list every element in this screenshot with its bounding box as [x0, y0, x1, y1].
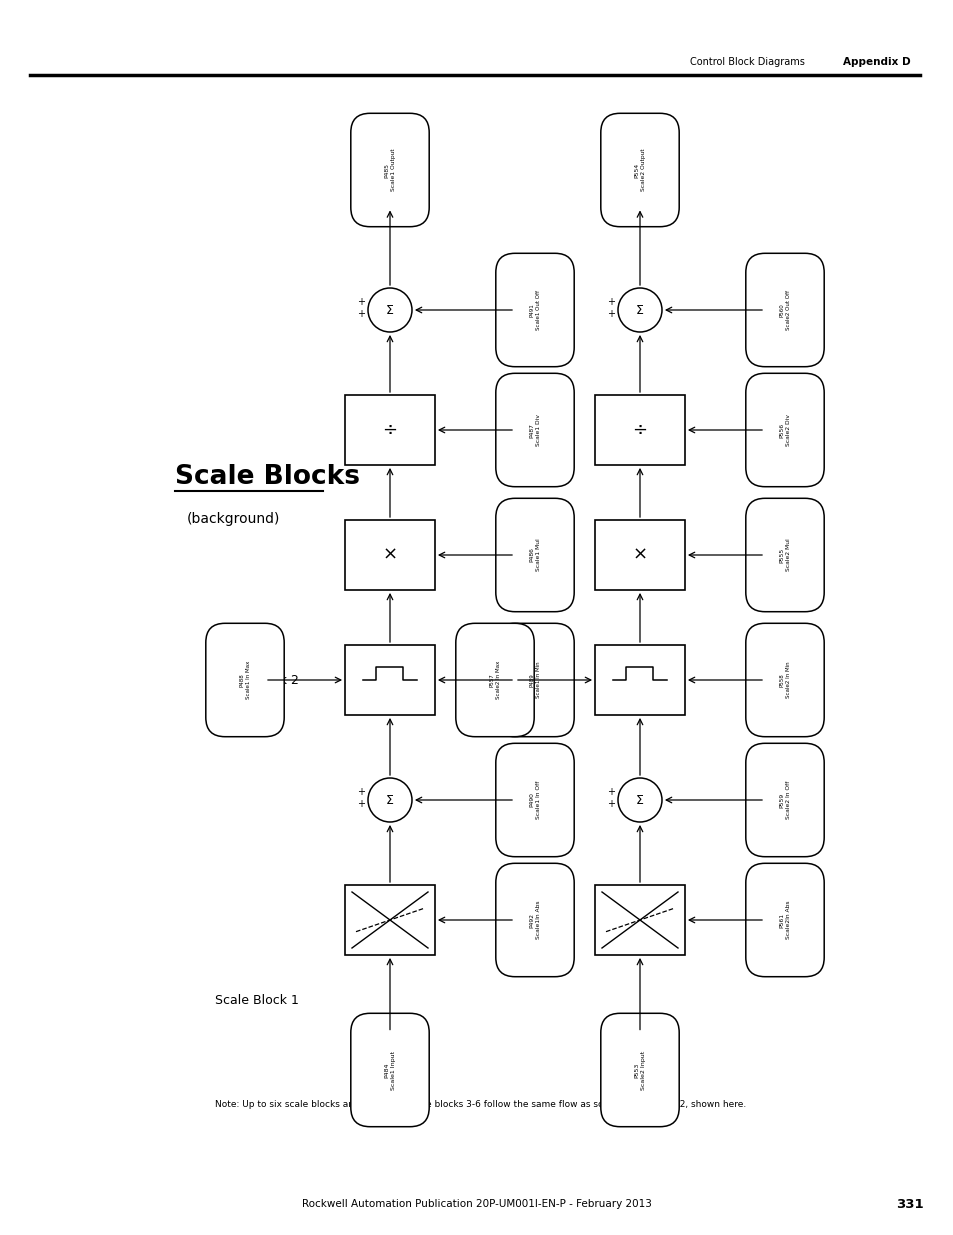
Text: ×: ×	[382, 546, 397, 564]
FancyBboxPatch shape	[745, 253, 823, 367]
Bar	[345, 520, 435, 590]
Text: +: +	[606, 296, 615, 308]
Text: +: +	[356, 787, 365, 797]
Text: P556
Scale2 Div: P556 Scale2 Div	[779, 414, 790, 446]
Text: P486
Scale1 Mul: P486 Scale1 Mul	[529, 538, 540, 572]
Text: P554
Scale2 Output: P554 Scale2 Output	[634, 148, 645, 191]
Text: +: +	[606, 799, 615, 809]
FancyBboxPatch shape	[496, 373, 574, 487]
Text: ÷: ÷	[382, 421, 397, 438]
Text: +: +	[606, 787, 615, 797]
FancyBboxPatch shape	[600, 1013, 679, 1126]
Bar	[595, 645, 684, 715]
FancyBboxPatch shape	[745, 624, 823, 737]
Text: ×: ×	[632, 546, 647, 564]
Text: P491
Scale1 Out Off: P491 Scale1 Out Off	[529, 290, 540, 330]
Text: P490
Scale1 In Off: P490 Scale1 In Off	[529, 781, 540, 819]
FancyBboxPatch shape	[745, 498, 823, 611]
Text: +: +	[356, 309, 365, 319]
Text: P555
Scale2 Mul: P555 Scale2 Mul	[779, 538, 790, 572]
FancyBboxPatch shape	[496, 863, 574, 977]
Text: Scale Blocks: Scale Blocks	[174, 464, 359, 490]
FancyBboxPatch shape	[745, 863, 823, 977]
FancyBboxPatch shape	[351, 1013, 429, 1126]
Text: +: +	[606, 309, 615, 319]
Text: P488
Scale1 In Max: P488 Scale1 In Max	[239, 661, 251, 699]
Text: +: +	[356, 799, 365, 809]
Text: Σ: Σ	[636, 794, 643, 806]
Text: ÷: ÷	[632, 421, 647, 438]
Text: P485
Scale1 Output: P485 Scale1 Output	[384, 148, 395, 191]
Text: Σ: Σ	[636, 304, 643, 316]
FancyBboxPatch shape	[745, 743, 823, 857]
FancyBboxPatch shape	[351, 114, 429, 227]
Text: Note: Up to six scale blocks are available. Scale blocks 3-6 follow the same flo: Note: Up to six scale blocks are availab…	[214, 1100, 745, 1109]
Text: P487
Scale1 Div: P487 Scale1 Div	[529, 414, 540, 446]
Bar	[595, 520, 684, 590]
Text: Appendix D: Appendix D	[842, 57, 910, 67]
FancyBboxPatch shape	[456, 624, 534, 737]
Text: P559
Scale2 In Off: P559 Scale2 In Off	[779, 781, 790, 819]
Text: Control Block Diagrams: Control Block Diagrams	[689, 57, 804, 67]
Text: Σ: Σ	[386, 304, 394, 316]
Text: P557
Scale2 In Max: P557 Scale2 In Max	[489, 661, 500, 699]
Text: Rockwell Automation Publication 20P-UM001I-EN-P - February 2013: Rockwell Automation Publication 20P-UM00…	[302, 1199, 651, 1209]
Text: P553
Scale2 Input: P553 Scale2 Input	[634, 1051, 645, 1089]
FancyBboxPatch shape	[600, 114, 679, 227]
Bar	[345, 395, 435, 466]
FancyBboxPatch shape	[206, 624, 284, 737]
Text: P560
Scale2 Out Off: P560 Scale2 Out Off	[779, 290, 790, 330]
Bar	[595, 395, 684, 466]
Bar	[345, 645, 435, 715]
Text: P558
Scale2 In Min: P558 Scale2 In Min	[779, 662, 790, 698]
Bar	[595, 885, 684, 955]
Text: (background): (background)	[187, 513, 280, 526]
Text: Σ: Σ	[386, 794, 394, 806]
FancyBboxPatch shape	[745, 373, 823, 487]
Text: 331: 331	[895, 1198, 923, 1210]
FancyBboxPatch shape	[496, 253, 574, 367]
Text: P489
Scale1 In Min: P489 Scale1 In Min	[529, 662, 540, 698]
FancyBboxPatch shape	[496, 743, 574, 857]
FancyBboxPatch shape	[496, 498, 574, 611]
Text: P492
Scale1In Abs: P492 Scale1In Abs	[529, 900, 540, 940]
Text: P484
Scale1 Input: P484 Scale1 Input	[384, 1051, 395, 1089]
Text: +: +	[356, 296, 365, 308]
Text: P561
Scale2In Abs: P561 Scale2In Abs	[779, 900, 790, 940]
Text: Scale Block 1: Scale Block 1	[214, 993, 298, 1007]
Text: Scale Block 2: Scale Block 2	[214, 673, 298, 687]
FancyBboxPatch shape	[496, 624, 574, 737]
Bar	[345, 885, 435, 955]
